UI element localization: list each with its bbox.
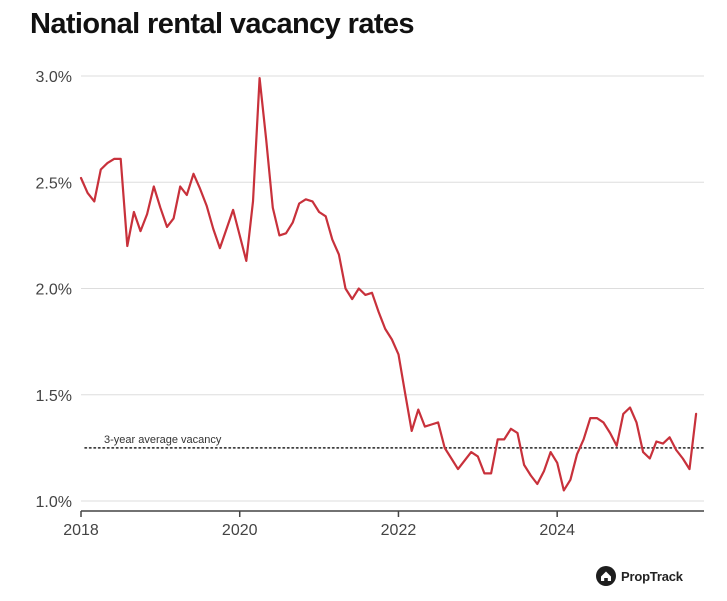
x-tick-label: 2024	[539, 522, 575, 539]
x-tick-label: 2020	[222, 522, 258, 539]
x-tick-label: 2022	[381, 522, 417, 539]
y-tick-label: 1.0%	[36, 494, 72, 511]
brand-name: PropTrack	[621, 568, 683, 584]
gridlines	[81, 75, 704, 502]
proptrack-logo: PropTrack	[596, 566, 683, 586]
reference-line-group: 3-year average vacancy	[84, 434, 705, 449]
house-logo-icon	[596, 566, 616, 586]
chart-title: National rental vacancy rates	[30, 8, 415, 40]
tick-labels: 1.0% 1.5% 2.0% 2.5% 3.0% 2018 2020 2022 2024	[36, 69, 576, 539]
y-tick-label: 2.0%	[36, 282, 72, 299]
y-tick-label: 3.0%	[36, 69, 72, 86]
series-group	[79, 76, 698, 492]
vacancy-rate-line	[79, 76, 698, 492]
x-tick-label: 2018	[63, 522, 99, 539]
y-tick-label: 1.5%	[36, 388, 72, 405]
three-year-average-label: 3-year average vacancy	[104, 434, 222, 446]
y-tick-label: 2.5%	[36, 175, 72, 192]
